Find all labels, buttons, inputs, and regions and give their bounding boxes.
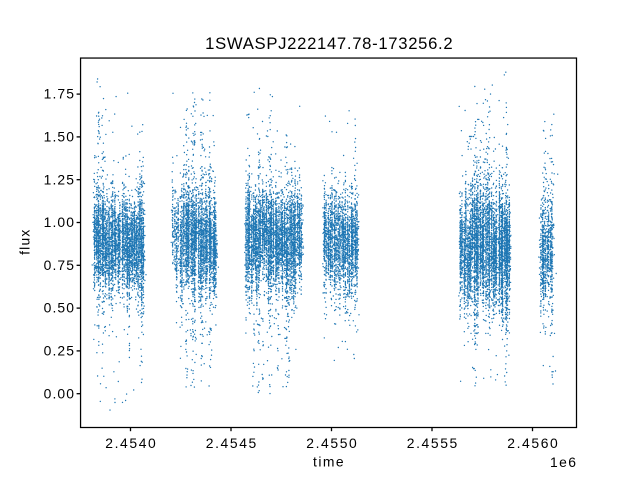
svg-text:1.50: 1.50: [44, 129, 75, 145]
svg-text:0.50: 0.50: [44, 300, 75, 316]
svg-text:1SWASPJ222147.78-173256.2: 1SWASPJ222147.78-173256.2: [205, 34, 453, 53]
svg-text:flux: flux: [17, 230, 33, 255]
svg-text:2.4550: 2.4550: [306, 435, 357, 451]
svg-text:0.00: 0.00: [44, 385, 75, 401]
svg-text:time: time: [313, 454, 344, 470]
svg-text:0.75: 0.75: [44, 257, 75, 273]
svg-text:2.4540: 2.4540: [105, 435, 156, 451]
svg-text:2.4560: 2.4560: [507, 435, 558, 451]
svg-text:1e6: 1e6: [550, 454, 576, 470]
svg-text:1.00: 1.00: [44, 214, 75, 230]
svg-text:1.25: 1.25: [44, 171, 75, 187]
svg-text:2.4545: 2.4545: [206, 435, 257, 451]
svg-text:0.25: 0.25: [44, 343, 75, 359]
svg-text:2.4555: 2.4555: [407, 435, 458, 451]
svg-text:1.75: 1.75: [44, 86, 75, 102]
